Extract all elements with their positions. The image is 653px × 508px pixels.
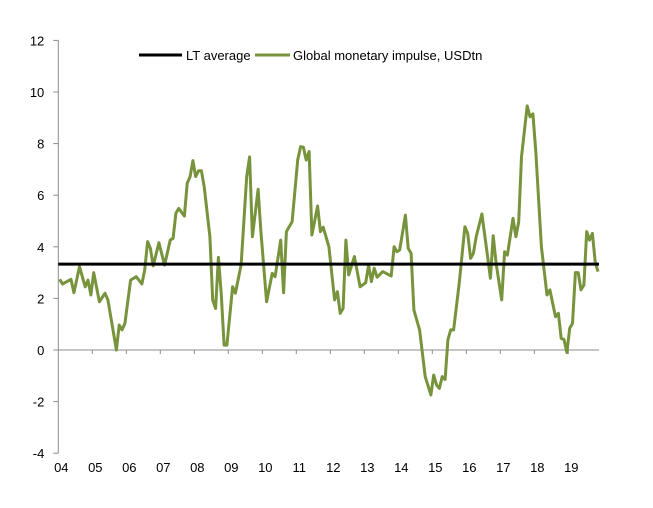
series-line-monetary-impulse	[58, 104, 600, 397]
x-tick-label: 06	[122, 460, 136, 475]
legend: LT average Global monetary impulse, USDt…	[139, 48, 482, 63]
axes: -4 -2 0 2 4 6 8 10 12 04 05 06 07 08 09 10 11 12 13 14 15 16 1…	[30, 33, 600, 475]
x-tick-label: 11	[293, 460, 307, 475]
x-tick-label: 10	[258, 460, 272, 475]
legend-label-monetary-impulse: Global monetary impulse, USDtn	[293, 48, 482, 63]
y-tick-label: 2	[37, 291, 44, 306]
legend-label-lt-average: LT average	[186, 48, 251, 63]
x-tick-label: 05	[88, 460, 102, 475]
y-tick-label: -2	[33, 395, 45, 410]
x-tick-label: 09	[224, 460, 238, 475]
x-tick-label: 04	[54, 460, 68, 475]
y-tick-label: 4	[37, 240, 44, 255]
y-tick-label: 6	[37, 188, 44, 203]
y-tick-label: 10	[30, 85, 44, 100]
y-tick-label: 8	[37, 137, 44, 152]
series-group	[58, 104, 600, 397]
y-tick-label: 12	[30, 33, 44, 48]
x-tick-label: 18	[530, 460, 544, 475]
x-tick-label: 13	[360, 460, 374, 475]
y-tick-label: -4	[33, 446, 45, 461]
x-tick-label: 15	[428, 460, 442, 475]
x-tick-label: 12	[326, 460, 340, 475]
y-tick-label: 0	[37, 343, 44, 358]
x-tick-label: 19	[564, 460, 578, 475]
x-tick-label: 07	[156, 460, 170, 475]
x-tick-label: 14	[394, 460, 408, 475]
x-tick-label: 08	[190, 460, 204, 475]
x-tick-label: 17	[496, 460, 510, 475]
x-tick-label: 16	[462, 460, 476, 475]
